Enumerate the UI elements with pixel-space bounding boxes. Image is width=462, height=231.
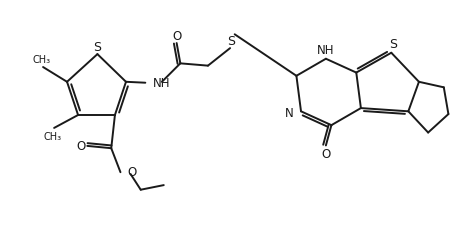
Text: S: S: [93, 41, 102, 54]
Text: O: O: [172, 30, 181, 43]
Text: O: O: [127, 165, 136, 178]
Text: CH₃: CH₃: [32, 55, 50, 65]
Text: O: O: [321, 148, 330, 161]
Text: NH: NH: [317, 44, 334, 57]
Text: S: S: [389, 38, 397, 51]
Text: O: O: [76, 140, 85, 153]
Text: S: S: [227, 35, 235, 48]
Text: CH₃: CH₃: [43, 131, 61, 141]
Text: N: N: [285, 106, 294, 119]
Text: NH: NH: [153, 77, 170, 90]
